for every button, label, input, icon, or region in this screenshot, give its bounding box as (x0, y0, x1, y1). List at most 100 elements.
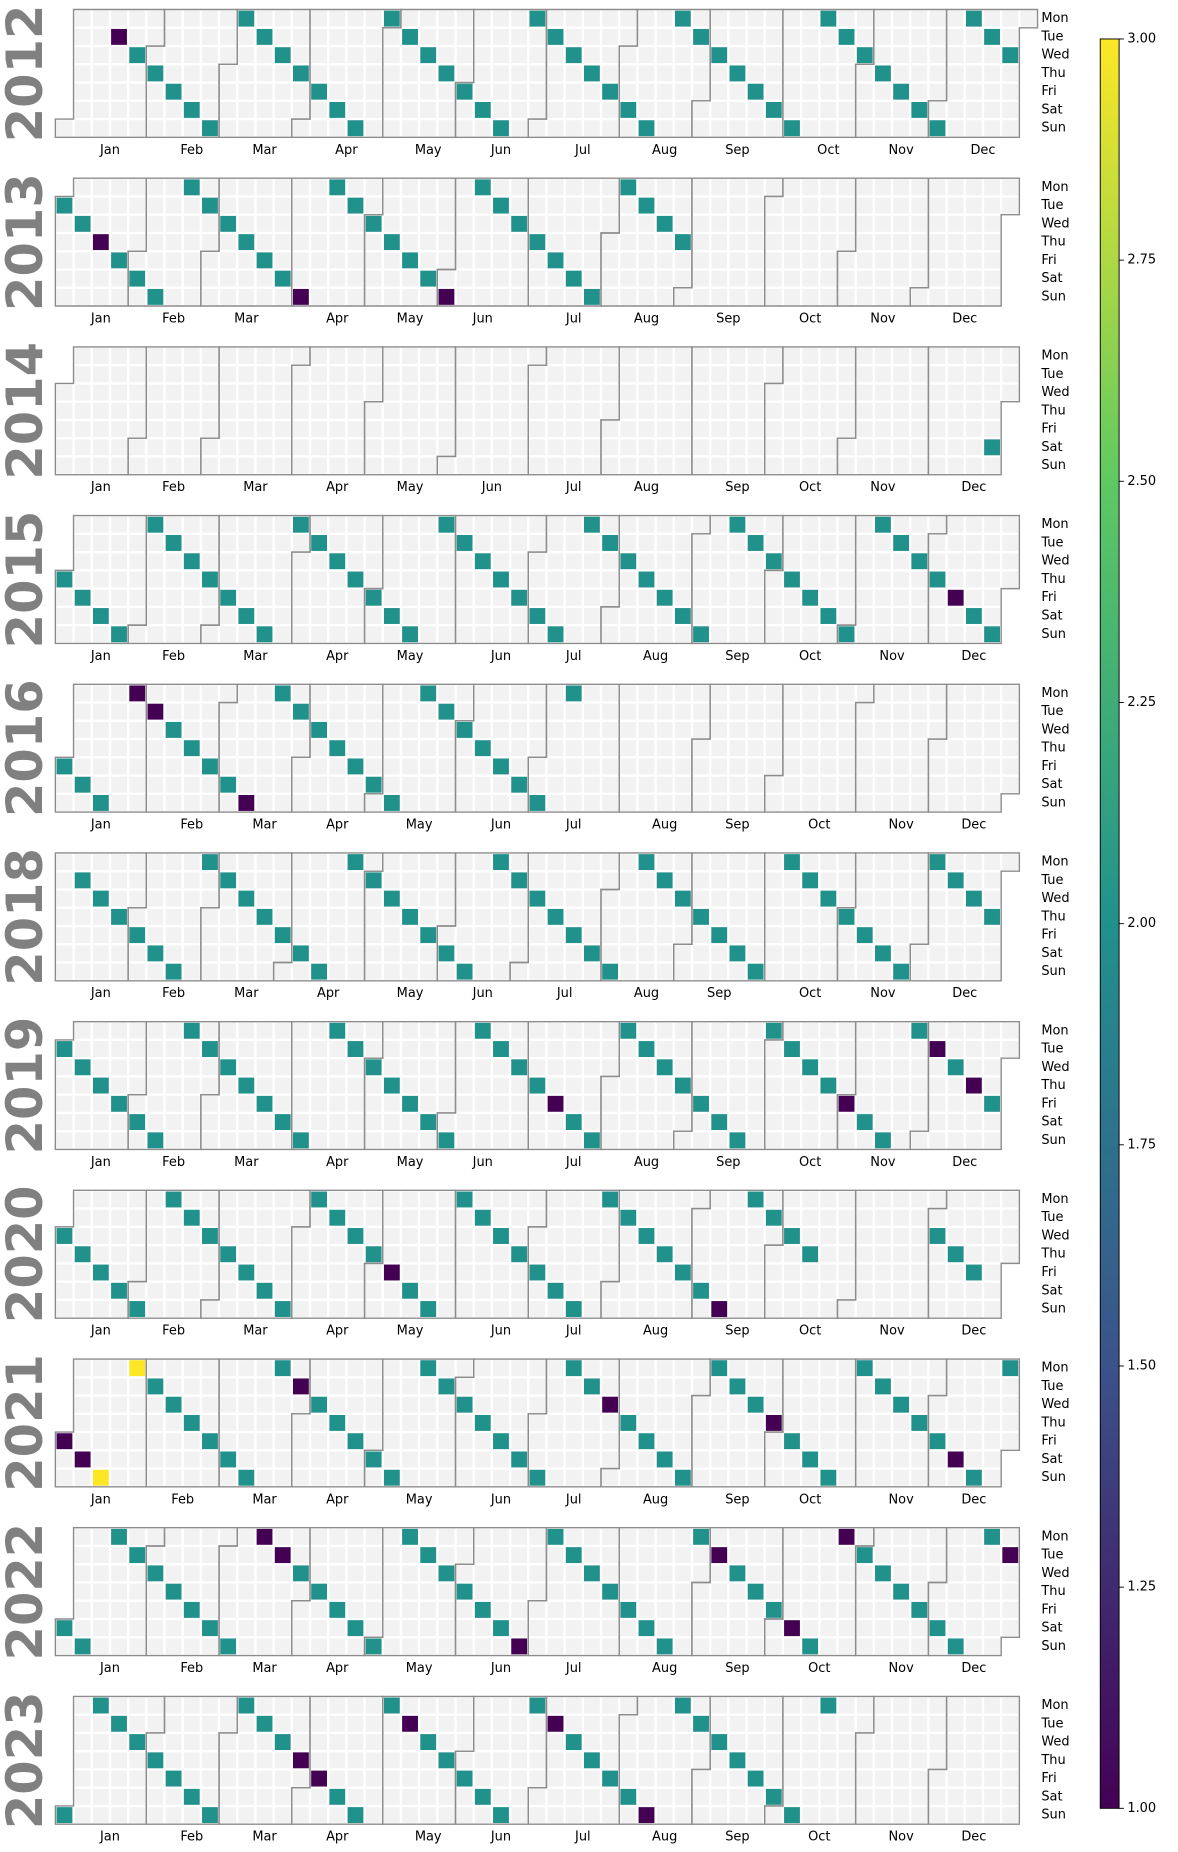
day-cell (929, 215, 946, 232)
data-cell (856, 47, 873, 64)
data-cell (656, 589, 673, 606)
day-cell (274, 1041, 291, 1057)
data-cell (838, 1095, 855, 1112)
month-label: Jun (472, 986, 493, 1001)
day-cell (638, 516, 655, 533)
day-cell (402, 1191, 418, 1208)
day-cell (183, 83, 200, 100)
day-cell (856, 1433, 873, 1450)
data-cell (511, 1246, 528, 1263)
day-cell (111, 1788, 127, 1805)
day-cell (893, 288, 910, 305)
day-cell (747, 234, 764, 251)
day-cell (474, 288, 491, 305)
day-cell (820, 288, 837, 305)
day-cell (965, 120, 982, 137)
day-cell (420, 120, 437, 137)
weekday-label: Wed (1041, 1228, 1069, 1243)
day-cell (711, 908, 728, 925)
day-cell (274, 197, 291, 214)
day-cell (765, 963, 782, 980)
day-cell (584, 1770, 600, 1787)
data-cell (456, 1770, 473, 1787)
day-cell (656, 776, 673, 793)
weekday-label: Tue (1040, 1548, 1063, 1563)
day-cell (292, 758, 309, 775)
data-cell (875, 1565, 891, 1582)
day-cell (256, 795, 273, 811)
day-cell (92, 1770, 109, 1787)
month-label: May (397, 649, 424, 664)
day-cell (947, 83, 964, 100)
day-cell (965, 1114, 982, 1131)
day-cell (92, 65, 109, 82)
day-cell (147, 1620, 164, 1637)
day-cell (584, 1697, 600, 1714)
day-cell (802, 288, 819, 305)
day-cell (565, 963, 582, 980)
day-cell (838, 1734, 855, 1751)
day-cell (802, 215, 819, 232)
day-cell (674, 553, 691, 570)
day-cell (984, 872, 1000, 889)
day-cell (220, 703, 237, 720)
data-cell (875, 65, 891, 82)
day-cell (711, 1282, 728, 1299)
day-cell (820, 1770, 837, 1787)
day-cell (274, 945, 291, 962)
day-cell (183, 1697, 200, 1714)
day-cell (893, 795, 910, 811)
data-cell (238, 608, 255, 624)
data-cell (602, 1770, 619, 1787)
day-cell (365, 908, 382, 925)
day-cell (947, 1469, 964, 1486)
day-cell (911, 1041, 928, 1057)
day-cell (929, 1734, 946, 1751)
day-cell (383, 1022, 400, 1039)
day-cell (784, 1378, 800, 1395)
day-cell (292, 1301, 309, 1317)
day-cell (711, 1583, 728, 1600)
day-cell (875, 1301, 891, 1317)
day-cell (656, 1282, 673, 1299)
day-cell (875, 47, 891, 64)
day-cell (838, 120, 855, 137)
day-cell (402, 1807, 418, 1824)
day-cell (875, 366, 891, 383)
month-label: May (397, 480, 424, 495)
day-cell (784, 83, 800, 100)
day-cell (511, 685, 528, 702)
day-cell (693, 1770, 709, 1787)
day-cell (947, 1077, 964, 1094)
day-cell (547, 197, 564, 214)
day-cell (765, 1565, 782, 1582)
day-cell (347, 535, 364, 551)
day-cell (638, 945, 655, 962)
day-cell (784, 740, 800, 757)
day-cell (602, 1715, 619, 1732)
day-cell (893, 854, 910, 871)
day-cell (56, 234, 73, 251)
day-cell (165, 65, 182, 82)
day-cell (438, 927, 455, 944)
weekday-label: Tue (1040, 1210, 1063, 1225)
weekday-label: Fri (1041, 1096, 1056, 1111)
day-cell (584, 270, 600, 287)
month-label: Sep (707, 986, 731, 1001)
month-label: Aug (643, 649, 668, 664)
day-cell (402, 516, 418, 533)
day-cell (147, 1041, 164, 1057)
day-cell (674, 179, 691, 196)
day-cell (438, 854, 455, 871)
data-cell (311, 1770, 328, 1787)
day-cell (911, 457, 928, 474)
day-cell (947, 626, 964, 643)
day-cell (747, 1469, 764, 1486)
day-cell (784, 1132, 800, 1149)
data-cell (1002, 1547, 1019, 1564)
day-cell (729, 1077, 746, 1094)
day-cell (311, 1414, 328, 1431)
day-cell (402, 571, 418, 588)
day-cell (420, 553, 437, 570)
day-cell (383, 1041, 400, 1057)
